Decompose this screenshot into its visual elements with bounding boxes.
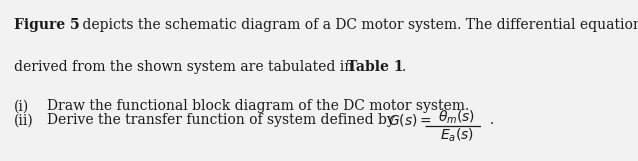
Text: $G(s)=$: $G(s)=$ [388, 113, 432, 128]
Text: Figure 5: Figure 5 [14, 18, 80, 32]
Text: Table 1: Table 1 [347, 60, 404, 74]
Text: $\theta_m(s)$: $\theta_m(s)$ [438, 109, 475, 126]
Text: $E_a(s)$: $E_a(s)$ [440, 127, 473, 144]
Text: (ii): (ii) [14, 114, 34, 128]
Text: Draw the functional block diagram of the DC motor system.: Draw the functional block diagram of the… [47, 99, 469, 113]
Text: .: . [490, 114, 494, 128]
Text: (i): (i) [14, 99, 29, 113]
Text: depicts the schematic diagram of a DC motor system. The differential equations: depicts the schematic diagram of a DC mo… [78, 18, 638, 32]
Text: .: . [402, 60, 406, 74]
Text: Derive the transfer function of system defined by: Derive the transfer function of system d… [47, 114, 399, 128]
Text: derived from the shown system are tabulated in: derived from the shown system are tabula… [14, 60, 358, 74]
